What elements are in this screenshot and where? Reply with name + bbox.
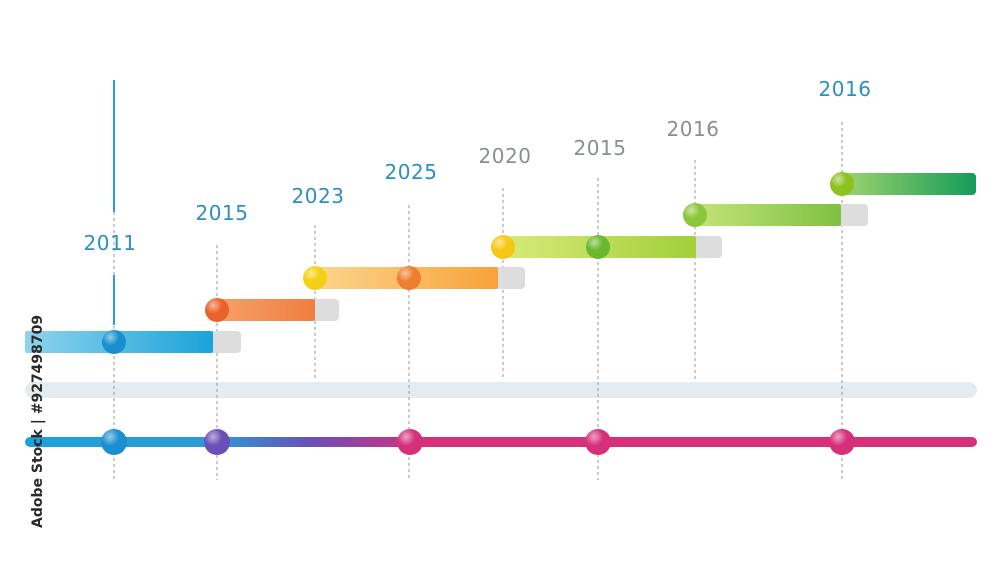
bar-dot-shine-4-1 (491, 235, 515, 259)
year-label-4: 2025 (385, 160, 438, 184)
bar-cap-3 (490, 267, 525, 289)
year-label-6: 2015 (574, 136, 627, 160)
bottom-dot-shine-3 (397, 429, 423, 455)
timeline-bar-6 (842, 173, 976, 195)
bottom-dot-shine-4 (585, 429, 611, 455)
bar-dot-shine-6-1 (830, 172, 854, 196)
timeline-bar-5 (695, 204, 841, 226)
bar-dot-shine-3-2 (397, 266, 421, 290)
year-label-8: 2016 (819, 77, 872, 101)
bottom-dot-shine-5 (829, 429, 855, 455)
bottom-progress-line (25, 437, 977, 447)
year-label-7: 2016 (667, 117, 720, 141)
background-track (25, 382, 977, 398)
bar-cap-4 (688, 236, 722, 258)
bar-dot-shine-1-1 (102, 330, 126, 354)
bottom-dot-shine-2 (204, 429, 230, 455)
bar-cap-5 (833, 204, 868, 226)
year-label-5: 2020 (479, 144, 532, 168)
year-label-2: 2015 (196, 201, 249, 225)
bar-dot-shine-4-2 (586, 235, 610, 259)
bar-dot-shine-5-1 (683, 203, 707, 227)
stock-watermark-text: Adobe Stock | #927498709 (30, 314, 46, 528)
timeline-bar-2 (217, 299, 315, 321)
bar-dot-shine-3-1 (303, 266, 327, 290)
bar-dot-shine-2-1 (205, 298, 229, 322)
bottom-dot-shine-1 (101, 429, 127, 455)
bar-cap-1 (205, 331, 241, 353)
year-label-3: 2023 (292, 184, 345, 208)
year-label-1: 2011 (84, 231, 137, 255)
